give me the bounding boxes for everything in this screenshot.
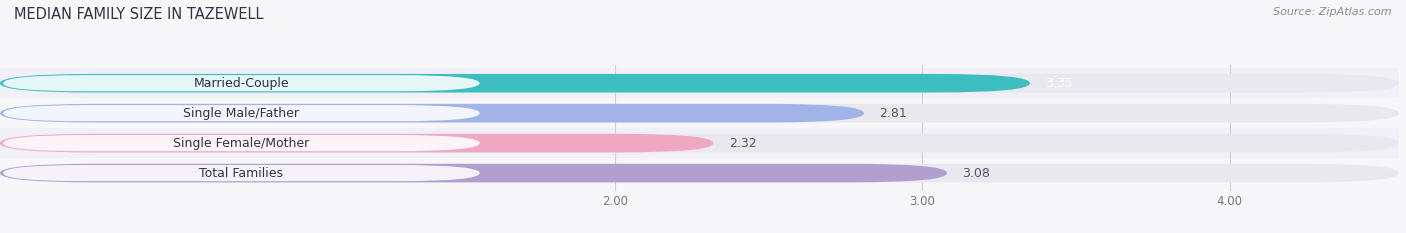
FancyBboxPatch shape [0, 74, 1031, 93]
FancyBboxPatch shape [0, 164, 948, 182]
FancyBboxPatch shape [0, 164, 1399, 182]
Text: Single Female/Mother: Single Female/Mother [173, 137, 309, 150]
FancyBboxPatch shape [0, 158, 1399, 188]
Text: 2.32: 2.32 [728, 137, 756, 150]
Text: 3.08: 3.08 [962, 167, 990, 180]
FancyBboxPatch shape [0, 74, 1399, 93]
Text: Total Families: Total Families [200, 167, 284, 180]
FancyBboxPatch shape [3, 105, 479, 121]
FancyBboxPatch shape [0, 134, 713, 152]
FancyBboxPatch shape [0, 128, 1399, 158]
FancyBboxPatch shape [3, 165, 479, 181]
Text: Single Male/Father: Single Male/Father [183, 107, 299, 120]
Text: 2.81: 2.81 [879, 107, 907, 120]
FancyBboxPatch shape [0, 68, 1399, 98]
Text: Source: ZipAtlas.com: Source: ZipAtlas.com [1274, 7, 1392, 17]
FancyBboxPatch shape [0, 104, 1399, 123]
Text: 3.35: 3.35 [1046, 77, 1073, 90]
FancyBboxPatch shape [0, 98, 1399, 128]
FancyBboxPatch shape [0, 104, 863, 123]
FancyBboxPatch shape [0, 134, 1399, 152]
FancyBboxPatch shape [3, 135, 479, 151]
Text: Married-Couple: Married-Couple [194, 77, 290, 90]
FancyBboxPatch shape [3, 75, 479, 91]
Text: MEDIAN FAMILY SIZE IN TAZEWELL: MEDIAN FAMILY SIZE IN TAZEWELL [14, 7, 263, 22]
